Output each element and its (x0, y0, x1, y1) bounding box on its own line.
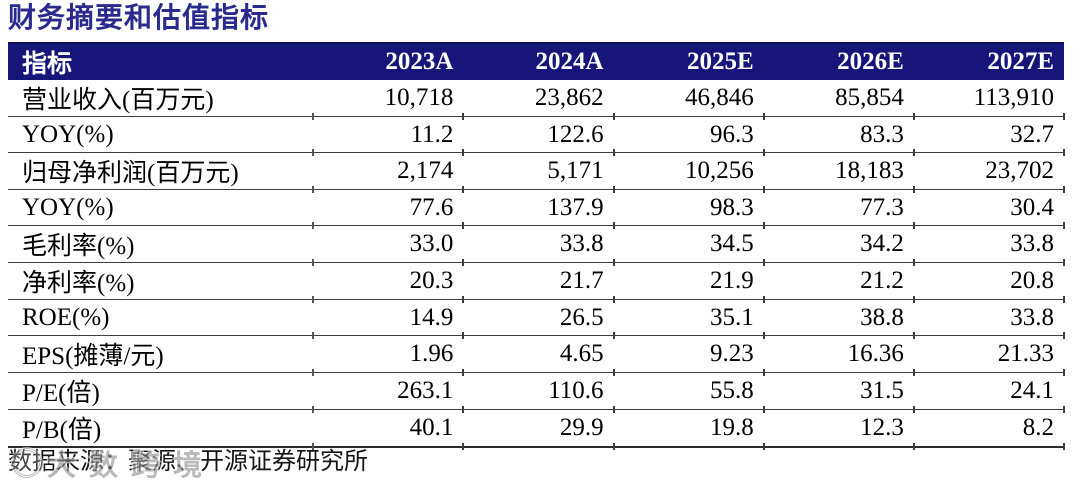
cell-value: 30.4 (914, 190, 1066, 229)
cell-value: 21.2 (764, 263, 915, 303)
row-label: P/B(倍) (22, 417, 102, 444)
cell-value: 1.96 (312, 336, 465, 376)
financial-summary-table: 指标 2023A 2024A 2025E 2026E 2027E 营业收入(百万… (8, 42, 1066, 449)
cell-value: 9.23 (614, 336, 765, 376)
cell-value: 21.33 (914, 336, 1066, 376)
table-row: P/B(倍) 40.1 29.9 19.8 12.3 8.2 (8, 410, 1066, 449)
cell-value: 14.9 (312, 300, 465, 339)
cell-value: 2,174 (312, 153, 465, 193)
cell-value: 137.9 (463, 190, 615, 229)
cell-value: 8.2 (914, 410, 1066, 449)
table-row: P/E(倍) 263.1 110.6 55.8 31.5 24.1 (8, 373, 1066, 413)
cell-value: 40.1 (312, 410, 465, 449)
cell-value: 33.0 (312, 226, 465, 266)
row-label: 净利率(%) (22, 270, 135, 297)
cell-value: 55.8 (614, 373, 765, 413)
table-row: 毛利率(%) 33.0 33.8 34.5 34.2 33.8 (8, 226, 1066, 266)
row-label: EPS(摊薄/元) (22, 343, 164, 370)
cell-value: 31.5 (764, 373, 915, 413)
table-row: 营业收入(百万元) 10,718 23,862 46,846 85,854 11… (8, 80, 1066, 120)
cell-value: 5,171 (463, 153, 615, 193)
cell-value: 113,910 (914, 80, 1066, 120)
cell-value: 21.9 (614, 263, 765, 303)
table-row: YOY(%) 11.2 122.6 96.3 83.3 32.7 (8, 117, 1066, 156)
table-header-row: 指标 2023A 2024A 2025E 2026E 2027E (8, 42, 1064, 80)
cell-value: 85,854 (764, 80, 915, 120)
row-label: YOY(%) (22, 193, 114, 221)
cell-value: 83.3 (764, 117, 915, 156)
header-cell-year: 2027E (913, 42, 1064, 80)
cell-value: 11.2 (312, 117, 465, 156)
cell-value: 21.7 (463, 263, 615, 303)
header-cell-year: 2023A (313, 42, 464, 80)
cell-value: 24.1 (914, 373, 1066, 413)
cell-value: 122.6 (463, 117, 615, 156)
source-note: 数据来源：聚源、开源证券研究所 (8, 449, 368, 475)
cell-value: 46,846 (614, 80, 765, 120)
cell-value: 38.8 (764, 300, 915, 339)
table-row: 归母净利润(百万元) 2,174 5,171 10,256 18,183 23,… (8, 153, 1066, 193)
cell-value: 34.5 (614, 226, 765, 266)
cell-value: 20.3 (312, 263, 465, 303)
row-label: 毛利率(%) (22, 233, 135, 260)
cell-value: 20.8 (914, 263, 1066, 303)
row-label: ROE(%) (22, 303, 110, 331)
header-cell-year: 2025E (613, 42, 764, 80)
header-cell-year: 2026E (763, 42, 914, 80)
cell-value: 96.3 (614, 117, 765, 156)
cell-value: 29.9 (463, 410, 615, 449)
cell-value: 33.8 (914, 300, 1066, 339)
table-row: YOY(%) 77.6 137.9 98.3 77.3 30.4 (8, 190, 1066, 229)
cell-value: 77.3 (764, 190, 915, 229)
cell-value: 4.65 (463, 336, 615, 376)
row-label: 营业收入(百万元) (22, 87, 214, 114)
cell-value: 16.36 (764, 336, 915, 376)
cell-value: 98.3 (614, 190, 765, 229)
cell-value: 77.6 (312, 190, 465, 229)
cell-value: 10,718 (312, 80, 465, 120)
table-row: EPS(摊薄/元) 1.96 4.65 9.23 16.36 21.33 (8, 336, 1066, 376)
row-label: P/E(倍) (22, 380, 100, 407)
cell-value: 19.8 (614, 410, 765, 449)
cell-value: 23,862 (463, 80, 615, 120)
row-label: 归母净利润(百万元) (22, 160, 239, 187)
cell-value: 33.8 (463, 226, 615, 266)
cell-value: 34.2 (764, 226, 915, 266)
table-row: 净利率(%) 20.3 21.7 21.9 21.2 20.8 (8, 263, 1066, 303)
cell-value: 23,702 (914, 153, 1066, 193)
header-cell-year: 2024A (463, 42, 614, 80)
cell-value: 110.6 (463, 373, 615, 413)
cell-value: 263.1 (312, 373, 465, 413)
cell-value: 10,256 (614, 153, 765, 193)
table-row: ROE(%) 14.9 26.5 35.1 38.8 33.8 (8, 300, 1066, 339)
cell-value: 33.8 (914, 226, 1066, 266)
cell-value: 18,183 (764, 153, 915, 193)
header-cell-indicator: 指标 (8, 42, 314, 80)
cell-value: 32.7 (914, 117, 1066, 156)
row-label: YOY(%) (22, 120, 114, 148)
page-title: 财务摘要和估值指标 (8, 3, 270, 34)
cell-value: 26.5 (463, 300, 615, 339)
cell-value: 35.1 (614, 300, 765, 339)
cell-value: 12.3 (764, 410, 915, 449)
